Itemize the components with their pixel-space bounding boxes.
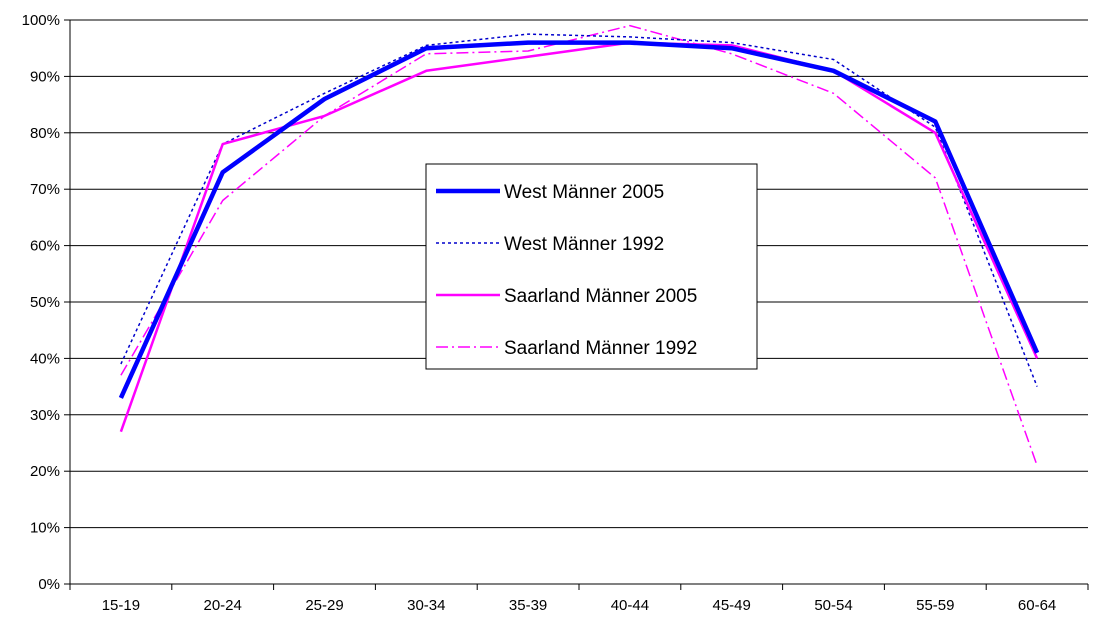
series-line-0 bbox=[118, 40, 1040, 399]
y-tick-label: 50% bbox=[30, 294, 60, 311]
x-tick-label: 15-19 bbox=[102, 597, 140, 614]
series-line-2 bbox=[119, 41, 1039, 433]
legend-label-3: Saarland Männer 1992 bbox=[504, 338, 697, 359]
y-tick-label: 80% bbox=[30, 125, 60, 142]
x-tick-label: 30-34 bbox=[407, 597, 445, 614]
axes bbox=[64, 19, 1089, 590]
legend: West Männer 2005 West Männer 1992 Saarland… bbox=[425, 163, 758, 370]
x-tick-label: 40-44 bbox=[611, 597, 649, 614]
y-tick-label: 100% bbox=[22, 12, 60, 29]
y-axis-tick-labels: 0% 10% 20% 30% 40% 50% 60% 70% 80% 90% 100% bbox=[22, 12, 60, 593]
x-tick-label: 35-39 bbox=[509, 597, 547, 614]
legend-label-1: West Männer 1992 bbox=[504, 234, 664, 255]
legend-label-2: Saarland Männer 2005 bbox=[504, 286, 697, 307]
legend-box bbox=[425, 163, 758, 370]
series-lines bbox=[118, 24, 1040, 466]
y-tick-label: 40% bbox=[30, 350, 60, 367]
series-line-3 bbox=[120, 24, 1038, 466]
x-axis-tick-labels: 15-19 20-24 25-29 30-34 35-39 40-44 45-49 50-54… bbox=[102, 597, 1057, 614]
x-tick-label: 25-29 bbox=[305, 597, 343, 614]
x-tick-label: 20-24 bbox=[204, 597, 242, 614]
y-tick-label: 10% bbox=[30, 520, 60, 537]
y-tick-label: 90% bbox=[30, 68, 60, 85]
y-tick-label: 0% bbox=[38, 576, 60, 593]
legend-label-0: West Männer 2005 bbox=[504, 182, 664, 203]
y-tick-label: 70% bbox=[30, 181, 60, 198]
x-tick-label: 45-49 bbox=[713, 597, 751, 614]
y-tick-label: 20% bbox=[30, 463, 60, 480]
x-tick-label: 60-64 bbox=[1018, 597, 1056, 614]
y-tick-label: 60% bbox=[30, 238, 60, 255]
y-tick-label: 30% bbox=[30, 407, 60, 424]
x-tick-label: 55-59 bbox=[916, 597, 954, 614]
x-tick-label: 50-54 bbox=[814, 597, 852, 614]
